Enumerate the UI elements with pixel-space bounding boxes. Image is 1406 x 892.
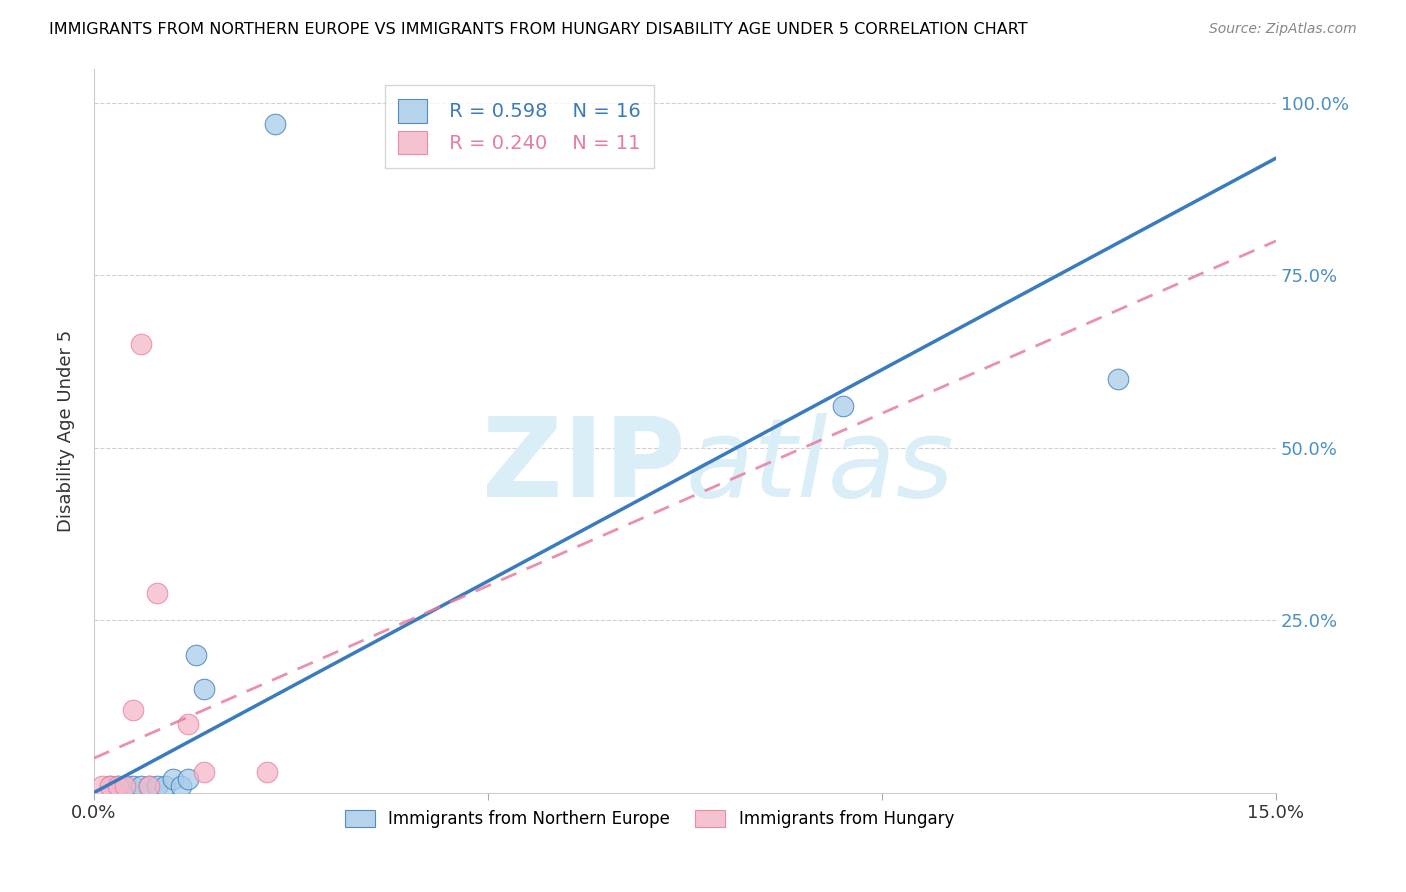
Point	[138, 779, 160, 793]
Point	[138, 779, 160, 793]
Point	[153, 779, 176, 793]
Point	[146, 779, 169, 793]
Point	[98, 779, 121, 793]
Text: IMMIGRANTS FROM NORTHERN EUROPE VS IMMIGRANTS FROM HUNGARY DISABILITY AGE UNDER : IMMIGRANTS FROM NORTHERN EUROPE VS IMMIG…	[49, 22, 1028, 37]
Point	[193, 682, 215, 697]
Point	[177, 716, 200, 731]
Point	[107, 779, 129, 793]
Point	[1107, 372, 1129, 386]
Point	[122, 703, 145, 717]
Point	[129, 337, 152, 351]
Text: Source: ZipAtlas.com: Source: ZipAtlas.com	[1209, 22, 1357, 37]
Point	[129, 779, 152, 793]
Point	[146, 585, 169, 599]
Point	[256, 764, 278, 779]
Point	[169, 779, 191, 793]
Text: ZIP: ZIP	[482, 413, 685, 520]
Point	[122, 779, 145, 793]
Point	[114, 779, 136, 793]
Point	[162, 772, 184, 786]
Text: atlas: atlas	[685, 413, 953, 520]
Point	[831, 400, 853, 414]
Point	[98, 779, 121, 793]
Point	[177, 772, 200, 786]
Point	[114, 779, 136, 793]
Point	[107, 779, 129, 793]
Point	[264, 117, 287, 131]
Legend: Immigrants from Northern Europe, Immigrants from Hungary: Immigrants from Northern Europe, Immigra…	[339, 804, 960, 835]
Y-axis label: Disability Age Under 5: Disability Age Under 5	[58, 329, 75, 532]
Point	[193, 764, 215, 779]
Point	[90, 779, 112, 793]
Point	[186, 648, 208, 662]
